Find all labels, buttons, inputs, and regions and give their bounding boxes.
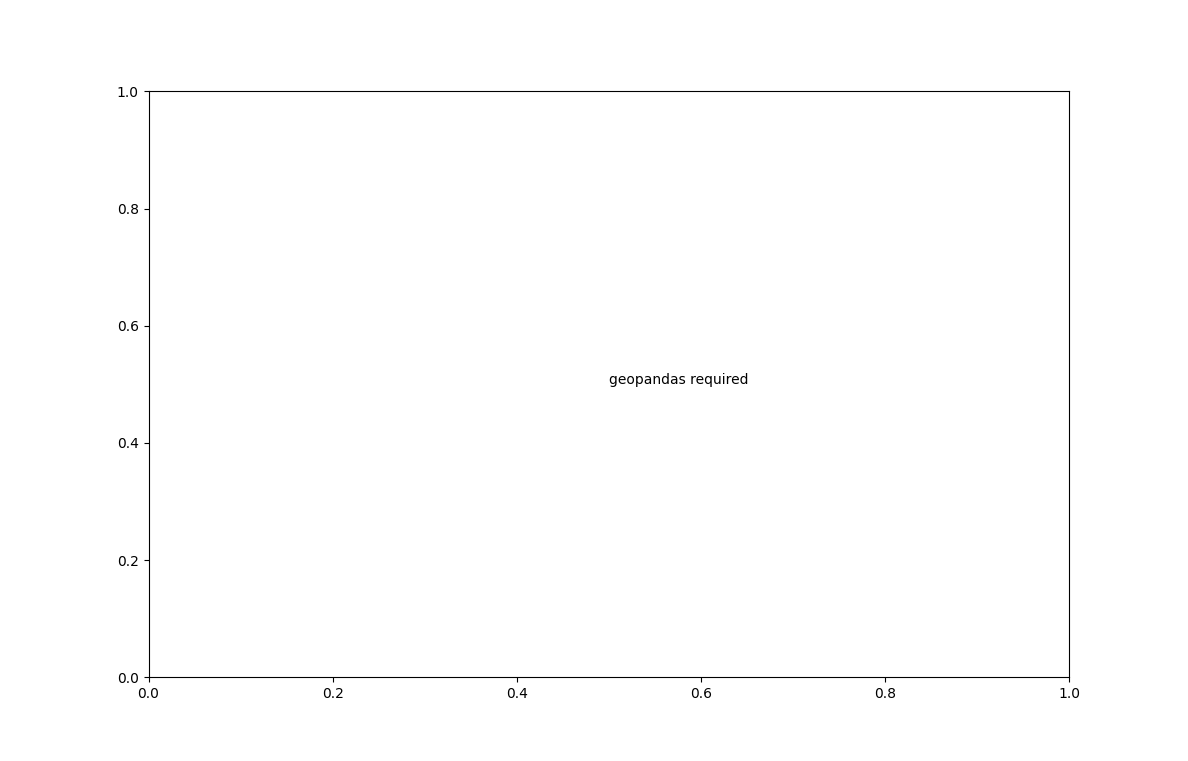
Text: geopandas required: geopandas required bbox=[608, 374, 748, 387]
